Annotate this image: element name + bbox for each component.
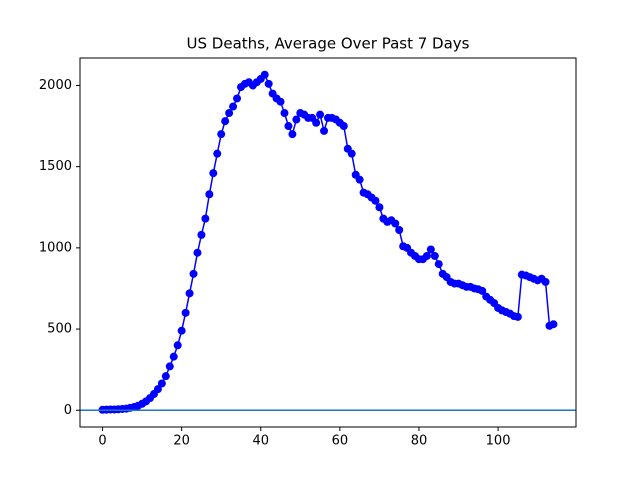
data-point	[430, 251, 439, 260]
x-tick-label: 100	[486, 434, 511, 449]
data-point	[371, 196, 380, 205]
data-point	[339, 122, 348, 131]
data-point	[225, 109, 234, 118]
chart-title: US Deaths, Average Over Past 7 Days	[187, 35, 470, 53]
data-point	[213, 149, 222, 158]
data-point	[260, 70, 269, 79]
data-point	[264, 79, 273, 88]
data-point	[316, 110, 325, 119]
y-tick-label: 1500	[39, 159, 72, 174]
plot-frame	[79, 57, 577, 428]
data-point	[185, 289, 194, 298]
data-point	[284, 122, 293, 131]
x-tick-label: 20	[173, 434, 190, 449]
data-point	[229, 102, 238, 111]
x-tick-label: 0	[98, 434, 106, 449]
data-point	[288, 130, 297, 139]
data-point	[157, 379, 166, 388]
data-point	[355, 175, 364, 184]
data-point	[478, 286, 487, 295]
data-point	[426, 245, 435, 254]
data-point	[312, 118, 321, 127]
data-point	[320, 126, 329, 135]
data-point	[221, 117, 230, 126]
data-point	[233, 94, 242, 103]
data-point	[541, 277, 550, 286]
x-tick-label: 60	[332, 434, 349, 449]
data-point	[153, 385, 162, 394]
y-tick-label: 2000	[39, 78, 72, 93]
data-point	[193, 248, 202, 257]
y-tick-label: 500	[47, 322, 72, 337]
data-point	[395, 225, 404, 234]
y-tick-label: 0	[64, 403, 72, 418]
data-point	[422, 251, 431, 260]
data-point	[165, 362, 174, 371]
data-point	[391, 219, 400, 228]
data-point	[197, 230, 206, 239]
data-point	[169, 352, 178, 361]
data-point	[173, 341, 182, 350]
data-point	[181, 308, 190, 317]
data-point	[217, 130, 226, 139]
data-point	[375, 203, 384, 212]
data-point	[513, 312, 522, 321]
data-point	[434, 260, 443, 269]
data-point	[209, 169, 218, 178]
data-point	[280, 109, 289, 118]
data-point	[549, 320, 558, 329]
x-tick-label: 80	[411, 434, 428, 449]
data-point	[201, 214, 210, 223]
data-point	[347, 149, 356, 158]
data-point	[276, 97, 285, 106]
data-point	[177, 326, 186, 335]
y-tick-label: 1000	[39, 240, 72, 255]
data-point	[205, 190, 214, 199]
data-point	[292, 115, 301, 124]
data-point	[189, 269, 198, 278]
data-point	[161, 372, 170, 381]
x-tick-label: 40	[252, 434, 269, 449]
